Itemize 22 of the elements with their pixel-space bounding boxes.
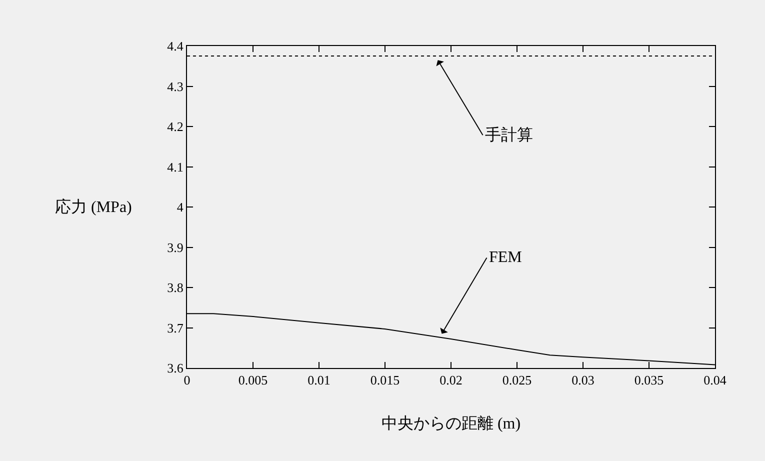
x-tick-label: 0.01 (308, 372, 330, 388)
x-tick-label: 0.025 (502, 372, 532, 388)
y-tick-label: 4 (176, 200, 184, 215)
y-tick-label: 4.4 (167, 38, 184, 54)
x-tick-label: 0.03 (572, 372, 594, 388)
y-tick-label: 4.1 (167, 159, 184, 174)
y-tick-label: 3.8 (167, 280, 184, 296)
x-tick-label: 0.02 (440, 372, 462, 388)
x-axis-title: 中央からの距離 (m) (381, 414, 521, 432)
x-tick-label: 0.04 (704, 372, 727, 388)
y-axis-title: 応力 (MPa) (55, 198, 132, 216)
annotation: 手計算 (485, 126, 533, 144)
x-tick-label: 0 (184, 372, 190, 388)
x-tick-label: 0.005 (238, 372, 268, 388)
y-tick-label: 4.3 (167, 78, 184, 94)
y-tick-label: 3.9 (167, 240, 184, 255)
y-tick-label: 4.2 (167, 119, 184, 134)
x-tick-label: 0.015 (370, 372, 400, 388)
annotation: FEM (489, 249, 522, 266)
x-tick-label: 0.035 (634, 372, 664, 388)
y-tick-label: 3.7 (167, 320, 184, 336)
y-tick-label: 3.6 (167, 360, 184, 376)
